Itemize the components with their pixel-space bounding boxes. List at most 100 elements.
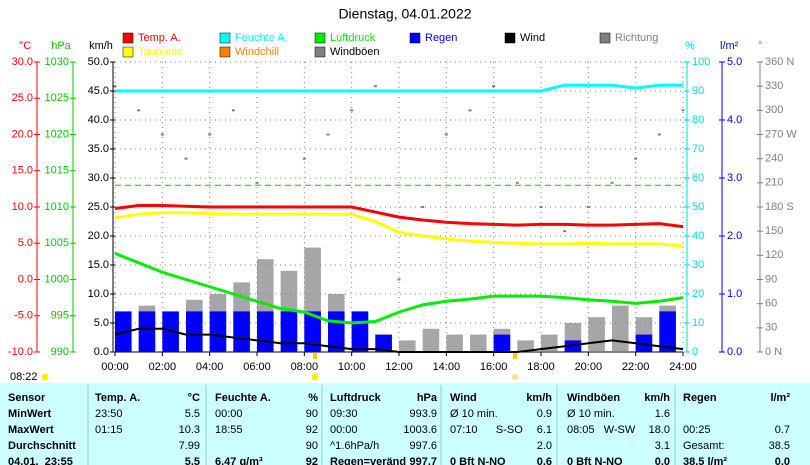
sun-icon	[41, 373, 49, 381]
legend-label: Feuchte A.	[235, 32, 288, 44]
table-cell: 6.47 g/m³	[215, 456, 263, 465]
table-cell: 6.1	[537, 424, 552, 436]
y-tick-label: 5.0	[94, 317, 109, 329]
x-tick-label: 02:00	[149, 361, 177, 373]
point	[160, 133, 164, 136]
legend-swatch	[314, 46, 326, 58]
sunrise-marker	[313, 353, 317, 359]
bar	[612, 305, 629, 352]
table-cell: 92	[306, 456, 318, 465]
legend-swatch	[122, 32, 134, 44]
sunrise-icon	[311, 373, 319, 381]
point	[373, 85, 377, 88]
y-tick-label: 180 S	[765, 201, 794, 213]
line	[114, 252, 684, 325]
axis-unit: l/m²	[720, 40, 739, 52]
point	[634, 157, 638, 160]
y-tick-label: 25.0	[12, 92, 33, 104]
point	[681, 109, 685, 112]
y-tick-label: 1000	[45, 273, 69, 285]
x-tick-label: 14:00	[433, 361, 461, 373]
table-header: hPa	[417, 392, 438, 404]
table-cell: 18.0	[649, 424, 670, 436]
table-header: %	[308, 392, 318, 404]
y-tick-label: 90	[765, 273, 777, 285]
y-tick-label: 5.0	[18, 237, 33, 249]
table-cell: 2.0	[537, 440, 552, 452]
table-cell: Ø 10 min.	[450, 408, 498, 420]
legend-label: Temp. A.	[138, 32, 181, 44]
legend-swatch	[314, 32, 326, 44]
axis-unit: hPa	[51, 40, 71, 52]
point	[350, 109, 354, 112]
x-tick-label: 18:00	[527, 361, 555, 373]
table-cell: 38.5 l/m²	[683, 456, 727, 465]
table-cell: 09:30	[330, 408, 358, 420]
x-tick-label: 10:00	[338, 361, 366, 373]
y-tick-label: 10	[692, 317, 704, 329]
y-tick-label: 10.0	[12, 201, 33, 213]
bar	[564, 340, 582, 352]
y-tick-label: 0	[692, 346, 698, 358]
point	[231, 109, 235, 112]
x-tick-label: 20:00	[575, 361, 603, 373]
legend-label: Taupunkt	[138, 46, 183, 58]
table-cell: Durchschnitt	[8, 440, 76, 452]
axis-unit: °C	[19, 40, 31, 52]
y-tick-label: 15.0	[12, 165, 33, 177]
y-tick-label: 30.0	[88, 172, 109, 184]
bar	[186, 311, 203, 352]
legend-label: Richtung	[615, 32, 658, 44]
y-tick-label: 1010	[45, 201, 69, 213]
y-tick-label: -10.0	[8, 346, 33, 358]
legend-swatch	[122, 46, 134, 58]
y-tick-label: 1.0	[727, 288, 742, 300]
chart-title: Dienstag, 04.01.2022	[338, 6, 471, 22]
table-header: km/h	[644, 392, 670, 404]
x-tick-label: 24:00	[669, 361, 697, 373]
table-cell: 23:50	[95, 408, 123, 420]
x-tick-label: 16:00	[480, 361, 508, 373]
table-cell: 38.5	[769, 440, 790, 452]
bar	[257, 311, 274, 352]
table-header: km/h	[526, 392, 552, 404]
table-header: Temp. A.	[95, 392, 140, 404]
table-cell: 0.9	[537, 408, 552, 420]
x-tick-label: 12:00	[385, 361, 413, 373]
table-header: Regen	[683, 392, 717, 404]
point	[184, 157, 188, 160]
axis-unit: °	[758, 40, 762, 52]
table-cell: 7.99	[179, 440, 200, 452]
bar	[233, 311, 250, 352]
table-cell: 993.9	[409, 408, 437, 420]
bar	[138, 311, 156, 352]
line	[114, 204, 684, 229]
y-tick-label: 10.0	[88, 288, 109, 300]
table-cell: 5.5	[185, 456, 200, 465]
point	[492, 85, 496, 88]
y-tick-label: 30	[692, 259, 704, 271]
y-tick-label: 30	[765, 322, 777, 334]
axis-unit: km/h	[89, 40, 113, 52]
table-cell: 1003.6	[403, 424, 437, 436]
bar	[375, 334, 392, 352]
y-tick-label: 40.0	[88, 114, 109, 126]
point	[444, 133, 448, 136]
line	[115, 83, 683, 93]
table-cell: MaxWert	[8, 424, 54, 436]
table-header: Windböen	[567, 392, 620, 404]
table-cell: 997.6	[409, 440, 437, 452]
table-cell: Gesamt:	[683, 440, 725, 452]
point	[421, 206, 425, 208]
y-tick-label: 60	[692, 172, 704, 184]
x-tick-label: 22:00	[622, 361, 650, 373]
table-cell: 92	[306, 424, 318, 436]
y-tick-label: 45.0	[88, 85, 109, 97]
table-cell: 00:00	[215, 408, 243, 420]
y-tick-label: 100	[692, 56, 710, 68]
y-tick-label: 270 W	[765, 128, 797, 140]
y-tick-label: 4.0	[727, 114, 742, 126]
legend-label: Regen	[425, 32, 457, 44]
bar	[351, 311, 369, 352]
